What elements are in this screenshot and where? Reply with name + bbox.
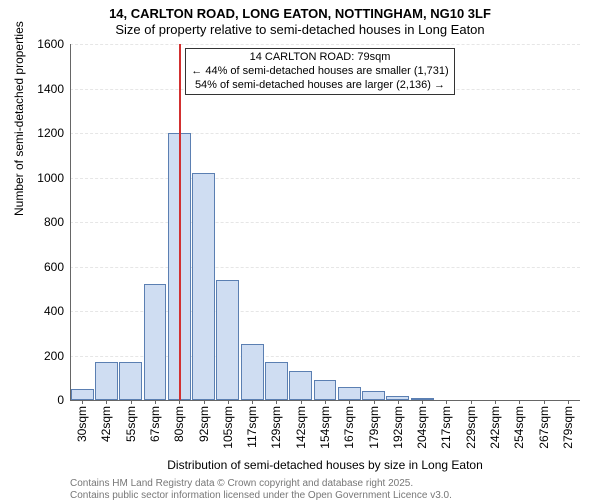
x-tick-label: 254sqm xyxy=(512,406,526,449)
y-tick-label: 1400 xyxy=(37,82,64,96)
y-axis-label: Number of semi-detached properties xyxy=(12,21,26,216)
x-tick-label: 154sqm xyxy=(318,406,332,449)
histogram-bar xyxy=(265,362,288,400)
histogram-bar xyxy=(338,387,361,400)
histogram-bar xyxy=(314,380,337,400)
y-tick-label: 0 xyxy=(57,393,64,407)
x-tick-label: 229sqm xyxy=(464,406,478,449)
x-tick-label: 217sqm xyxy=(439,406,453,449)
gridline xyxy=(70,178,580,179)
histogram-bar xyxy=(289,371,312,400)
annotation-box: 14 CARLTON ROAD: 79sqm ← 44% of semi-deta… xyxy=(185,48,454,95)
y-tick-label: 400 xyxy=(44,304,64,318)
gridline xyxy=(70,133,580,134)
chart-title-line2: Size of property relative to semi-detach… xyxy=(0,22,600,37)
histogram-bar xyxy=(362,391,385,400)
annotation-line2: ← 44% of semi-detached houses are smalle… xyxy=(191,65,448,77)
annotation-line1: 14 CARLTON ROAD: 79sqm xyxy=(250,51,391,63)
x-tick-label: 42sqm xyxy=(99,406,113,442)
y-tick-label: 800 xyxy=(44,215,64,229)
x-tick-label: 92sqm xyxy=(197,406,211,442)
y-tick-label: 1200 xyxy=(37,126,64,140)
x-tick-label: 80sqm xyxy=(172,406,186,442)
gridline xyxy=(70,44,580,45)
histogram-bar xyxy=(144,284,167,400)
y-tick-label: 600 xyxy=(44,260,64,274)
histogram-bar xyxy=(241,344,264,400)
y-tick-label: 1000 xyxy=(37,171,64,185)
x-tick-label: 242sqm xyxy=(488,406,502,449)
credit-line-2: Contains public sector information licen… xyxy=(70,490,452,500)
x-tick-label: 117sqm xyxy=(245,406,259,448)
x-tick-label: 267sqm xyxy=(537,406,551,449)
x-tick-label: 30sqm xyxy=(75,406,89,442)
x-axis-label: Distribution of semi-detached houses by … xyxy=(70,458,580,472)
gridline xyxy=(70,267,580,268)
y-axis-line xyxy=(70,44,71,400)
histogram-bar xyxy=(216,280,239,400)
x-tick-label: 67sqm xyxy=(148,406,162,442)
x-tick-label: 192sqm xyxy=(391,406,405,449)
chart-title-line1: 14, CARLTON ROAD, LONG EATON, NOTTINGHAM… xyxy=(0,6,600,21)
histogram-bar xyxy=(95,362,118,400)
y-tick-label: 1600 xyxy=(37,37,64,51)
y-tick-label: 200 xyxy=(44,349,64,363)
plot-area: 0200400600800100012001400160030sqm42sqm5… xyxy=(70,44,580,400)
x-tick-label: 279sqm xyxy=(561,406,575,449)
histogram-bar xyxy=(71,389,94,400)
x-axis-line xyxy=(70,400,580,401)
reference-line xyxy=(179,44,181,400)
histogram-bar xyxy=(119,362,142,400)
x-tick-label: 179sqm xyxy=(367,406,381,449)
x-tick-label: 204sqm xyxy=(415,406,429,449)
x-tick-label: 129sqm xyxy=(269,406,283,449)
x-tick-label: 55sqm xyxy=(124,406,138,442)
x-tick-label: 142sqm xyxy=(294,406,308,449)
credit-line-1: Contains HM Land Registry data © Crown c… xyxy=(70,478,413,489)
annotation-line3: 54% of semi-detached houses are larger (… xyxy=(195,79,445,91)
x-tick-label: 167sqm xyxy=(342,406,356,449)
x-tick-label: 105sqm xyxy=(221,406,235,449)
histogram-bar xyxy=(192,173,215,400)
gridline xyxy=(70,222,580,223)
